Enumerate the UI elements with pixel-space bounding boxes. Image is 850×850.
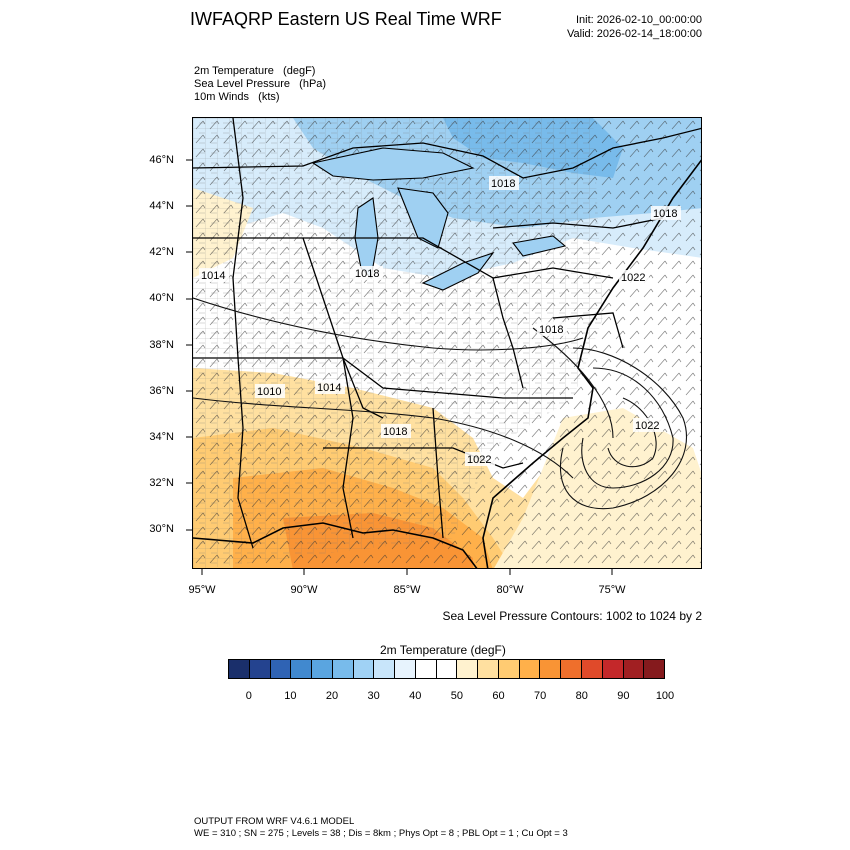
lat-label: 30°N bbox=[149, 523, 174, 535]
colorbar-swatch bbox=[332, 660, 354, 678]
field-winds: 10m Winds (kts) bbox=[194, 91, 280, 103]
lon-label: 90°W bbox=[290, 584, 318, 596]
colorbar-label: 10 bbox=[284, 690, 297, 702]
colorbar-label: 50 bbox=[450, 690, 464, 702]
colorbar-swatch bbox=[353, 660, 375, 678]
pressure-label: 1010 bbox=[257, 386, 281, 398]
lat-label: 40°N bbox=[149, 292, 174, 304]
colorbar-swatch bbox=[519, 660, 541, 678]
model-version: OUTPUT FROM WRF V4.6.1 MODEL bbox=[194, 816, 355, 827]
lat-label: 34°N bbox=[149, 431, 174, 443]
lat-label: 46°N bbox=[149, 154, 174, 166]
pressure-label: 1018 bbox=[653, 208, 677, 220]
state-borders bbox=[193, 118, 701, 549]
colorbar-swatch bbox=[312, 660, 333, 678]
colorbar-swatch bbox=[270, 660, 292, 678]
lon-label: 75°W bbox=[598, 584, 626, 596]
colorbar-swatch bbox=[478, 660, 499, 678]
colorbar-swatch bbox=[602, 660, 624, 678]
lat-label: 42°N bbox=[149, 246, 174, 258]
colorbar-swatch bbox=[395, 660, 416, 678]
lat-label: 36°N bbox=[149, 385, 174, 397]
colorbar-swatch bbox=[540, 660, 562, 678]
model-config: WE = 310 ; SN = 275 ; Levels = 38 ; Dis … bbox=[194, 828, 568, 839]
colorbar-swatch bbox=[561, 660, 583, 678]
colorbar bbox=[228, 659, 665, 679]
field-temperature: 2m Temperature (degF) bbox=[194, 65, 316, 77]
plot-title: IWFAQRP Eastern US Real Time WRF bbox=[190, 9, 502, 29]
pressure-label: 1022 bbox=[635, 420, 659, 432]
init-time: Init: 2026-02-10_00:00:00 bbox=[576, 14, 702, 26]
lon-label: 95°W bbox=[188, 584, 216, 596]
pressure-label: 1014 bbox=[317, 382, 341, 394]
colorbar-label: 20 bbox=[325, 690, 339, 702]
axis-ticks bbox=[186, 159, 613, 575]
weather-map: 1018 1018 1014 1018 1022 1010 1014 1018 … bbox=[192, 117, 702, 569]
contour-note: Sea Level Pressure Contours: 1002 to 102… bbox=[442, 609, 703, 623]
pressure-label: 1022 bbox=[621, 272, 645, 284]
colorbar-label: 0 bbox=[245, 690, 252, 702]
pressure-label: 1018 bbox=[383, 426, 407, 438]
colorbar-swatch bbox=[457, 660, 479, 678]
colorbar-title: 2m Temperature (degF) bbox=[380, 643, 506, 657]
colorbar-swatch bbox=[436, 660, 458, 678]
colorbar-label: 100 bbox=[655, 690, 675, 702]
field-legend: 2m Temperature (degF) Sea Level Pressure … bbox=[194, 65, 326, 104]
colorbar-swatch bbox=[374, 660, 396, 678]
pressure-label: 1018 bbox=[491, 178, 515, 190]
field-pressure: Sea Level Pressure (hPa) bbox=[194, 78, 327, 90]
lon-label: 85°W bbox=[393, 584, 421, 596]
atlantic-coastline bbox=[482, 159, 701, 568]
pressure-label: 1018 bbox=[355, 268, 379, 280]
wind-barbs bbox=[193, 118, 701, 568]
colorbar-label: 90 bbox=[617, 690, 630, 702]
colorbar-swatch bbox=[623, 660, 645, 678]
pressure-label: 1014 bbox=[201, 270, 225, 282]
pressure-label: 1018 bbox=[539, 324, 563, 336]
valid-time: Valid: 2026-02-14_18:00:00 bbox=[567, 28, 702, 40]
lon-label: 80°W bbox=[496, 584, 524, 596]
colorbar-label: 60 bbox=[492, 690, 505, 702]
colorbar-label: 80 bbox=[575, 690, 588, 702]
colorbar-swatch bbox=[229, 660, 250, 678]
lat-label: 32°N bbox=[149, 477, 174, 489]
colorbar-swatch bbox=[644, 660, 665, 678]
colorbar-swatch bbox=[498, 660, 520, 678]
colorbar-label: 70 bbox=[534, 690, 547, 702]
model-info: OUTPUT FROM WRF V4.6.1 MODEL WE = 310 ; S… bbox=[194, 816, 568, 840]
colorbar-swatch bbox=[415, 660, 437, 678]
pressure-contours bbox=[193, 297, 688, 510]
gulf-coastline bbox=[193, 522, 478, 568]
pressure-label: 1022 bbox=[467, 454, 491, 466]
colorbar-swatch bbox=[249, 660, 271, 678]
colorbar-swatch bbox=[582, 660, 603, 678]
colorbar-swatch bbox=[291, 660, 313, 678]
lat-label: 38°N bbox=[149, 339, 174, 351]
colorbar-label: 30 bbox=[367, 690, 380, 702]
map-canvas: 1018 1018 1014 1018 1022 1010 1014 1018 … bbox=[193, 118, 701, 568]
colorbar-label: 40 bbox=[409, 690, 422, 702]
lat-label: 44°N bbox=[149, 200, 174, 212]
run-times: Init: 2026-02-10_00:00:00 Valid: 2026-02… bbox=[567, 13, 702, 41]
